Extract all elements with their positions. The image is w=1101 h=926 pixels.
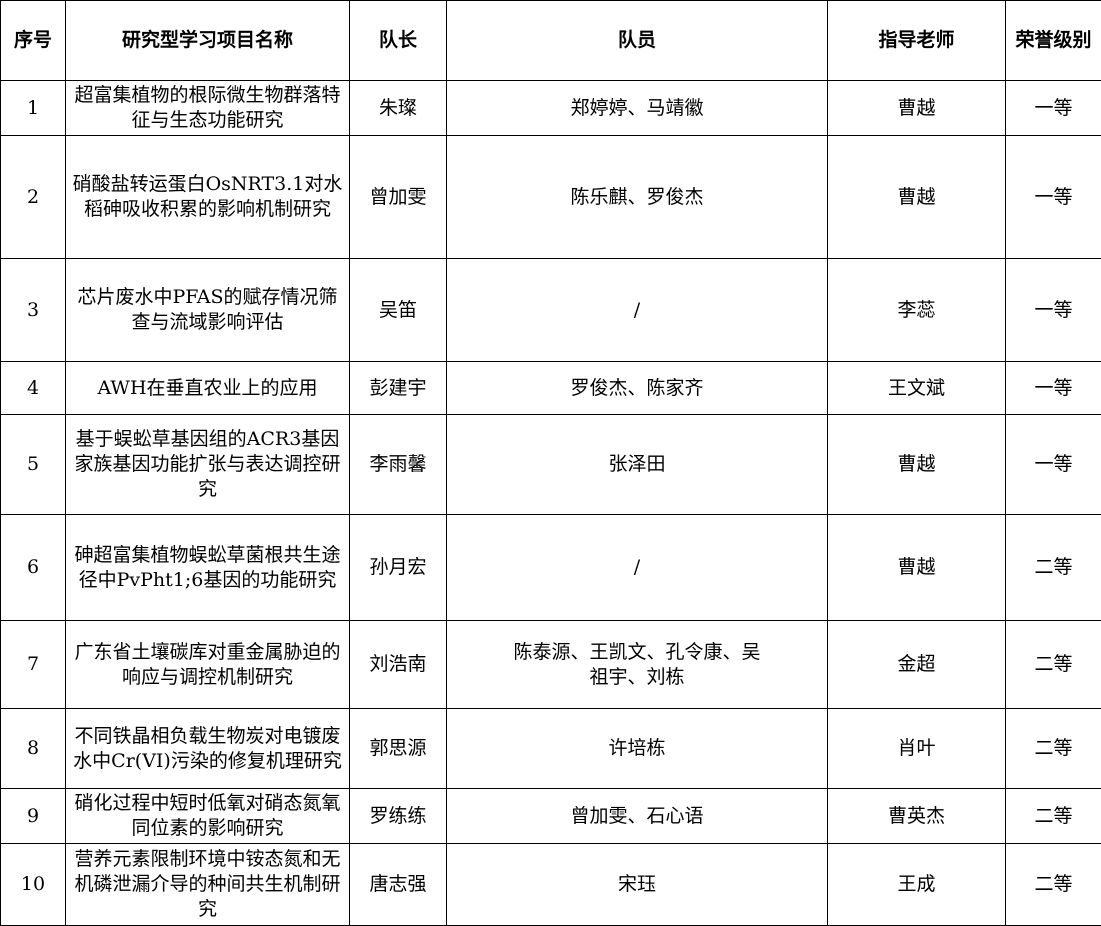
team-members: 许培栋 <box>447 709 828 789</box>
team-leader: 罗练练 <box>350 789 447 844</box>
award-level: 二等 <box>1006 515 1101 621</box>
header-no: 序号 <box>1 1 66 81</box>
row-number: 7 <box>1 621 66 709</box>
project-name: AWH在垂直农业上的应用 <box>66 362 350 415</box>
award-level: 一等 <box>1006 81 1101 136</box>
award-level: 二等 <box>1006 789 1101 844</box>
header-row: 序号 研究型学习项目名称 队长 队员 指导老师 荣誉级别 <box>1 1 1101 81</box>
members-text: 曾加雯、石心语 <box>570 804 703 829</box>
members-text: / <box>634 555 640 580</box>
row-number: 5 <box>1 415 66 515</box>
project-name: 硝化过程中短时低氧对硝态氮氧同位素的影响研究 <box>66 789 350 844</box>
award-level: 一等 <box>1006 259 1101 362</box>
team-members: 郑婷婷、马靖徽 <box>447 81 828 136</box>
row-number: 3 <box>1 259 66 362</box>
header-members: 队员 <box>447 1 828 81</box>
advisor: 王成 <box>828 844 1006 926</box>
members-text: 郑婷婷、马靖徽 <box>570 96 703 121</box>
row-number: 6 <box>1 515 66 621</box>
members-text: 许培栋 <box>608 736 665 761</box>
row-number: 10 <box>1 844 66 926</box>
team-members: 罗俊杰、陈家齐 <box>447 362 828 415</box>
team-members: / <box>447 515 828 621</box>
row-number: 4 <box>1 362 66 415</box>
award-level: 一等 <box>1006 362 1101 415</box>
header-advisor: 指导老师 <box>828 1 1006 81</box>
team-leader: 曾加雯 <box>350 136 447 259</box>
advisor: 曹英杰 <box>828 789 1006 844</box>
team-leader: 唐志强 <box>350 844 447 926</box>
project-name: 硝酸盐转运蛋白OsNRT3.1对水稻砷吸收积累的影响机制研究 <box>66 136 350 259</box>
team-members: / <box>447 259 828 362</box>
award-level: 二等 <box>1006 844 1101 926</box>
project-name: 不同铁晶相负载生物炭对电镀废水中Cr(VI)污染的修复机理研究 <box>66 709 350 789</box>
members-text: / <box>634 298 640 323</box>
row-number: 9 <box>1 789 66 844</box>
header-level: 荣誉级别 <box>1006 1 1101 81</box>
team-leader: 吴笛 <box>350 259 447 362</box>
team-members: 张泽田 <box>447 415 828 515</box>
advisor: 王文斌 <box>828 362 1006 415</box>
project-name: 超富集植物的根际微生物群落特征与生态功能研究 <box>66 81 350 136</box>
team-leader: 朱璨 <box>350 81 447 136</box>
row-number: 8 <box>1 709 66 789</box>
team-leader: 李雨馨 <box>350 415 447 515</box>
header-project: 研究型学习项目名称 <box>66 1 350 81</box>
advisor: 李蕊 <box>828 259 1006 362</box>
advisor: 曹越 <box>828 136 1006 259</box>
award-level: 一等 <box>1006 415 1101 515</box>
award-level: 一等 <box>1006 136 1101 259</box>
team-leader: 刘浩南 <box>350 621 447 709</box>
project-name: 基于蜈蚣草基因组的ACR3基因家族基因功能扩张与表达调控研究 <box>66 415 350 515</box>
members-text: 罗俊杰、陈家齐 <box>570 376 703 401</box>
members-text: 宋珏 <box>618 872 656 897</box>
project-name: 营养元素限制环境中铵态氮和无机磷泄漏介导的种间共生机制研究 <box>66 844 350 926</box>
project-name: 芯片废水中PFAS的赋存情况筛查与流域影响评估 <box>66 259 350 362</box>
advisor: 金超 <box>828 621 1006 709</box>
members-text: 陈乐麒、罗俊杰 <box>570 185 703 210</box>
award-level: 二等 <box>1006 621 1101 709</box>
advisor: 肖叶 <box>828 709 1006 789</box>
advisor: 曹越 <box>828 81 1006 136</box>
team-members: 曾加雯、石心语 <box>447 789 828 844</box>
project-name: 广东省土壤碳库对重金属胁迫的响应与调控机制研究 <box>66 621 350 709</box>
team-leader: 孙月宏 <box>350 515 447 621</box>
row-number: 2 <box>1 136 66 259</box>
team-leader: 郭思源 <box>350 709 447 789</box>
team-members: 宋珏 <box>447 844 828 926</box>
members-text: 张泽田 <box>608 452 665 477</box>
row-number: 1 <box>1 81 66 136</box>
advisor: 曹越 <box>828 415 1006 515</box>
team-leader: 彭建宇 <box>350 362 447 415</box>
header-leader: 队长 <box>350 1 447 81</box>
advisor: 曹越 <box>828 515 1006 621</box>
members-text: 陈泰源、王凯文、孔令康、吴祖宇、刘栋 <box>512 640 762 690</box>
award-level: 二等 <box>1006 709 1101 789</box>
project-name: 砷超富集植物蜈蚣草菌根共生途径中PvPht1;6基因的功能研究 <box>66 515 350 621</box>
team-members: 陈泰源、王凯文、孔令康、吴祖宇、刘栋 <box>447 621 828 709</box>
team-members: 陈乐麒、罗俊杰 <box>447 136 828 259</box>
